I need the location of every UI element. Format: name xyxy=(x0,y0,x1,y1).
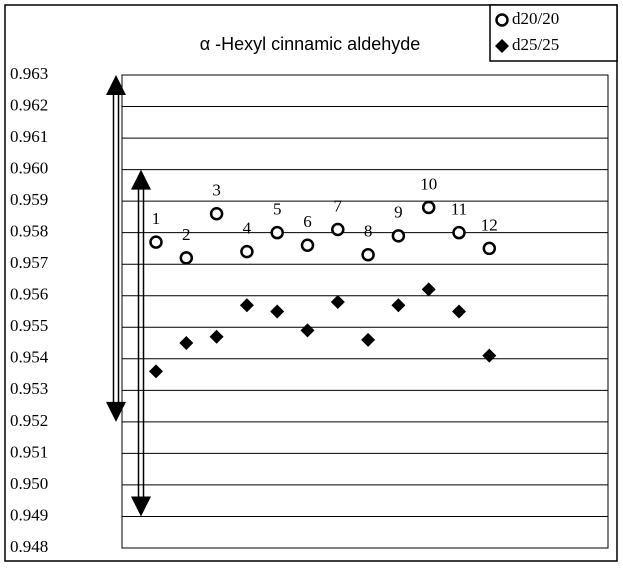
point xyxy=(361,247,375,262)
point xyxy=(421,200,436,215)
point xyxy=(179,336,194,351)
point-label: 11 xyxy=(451,200,467,219)
y-tick-label: 0.953 xyxy=(10,379,48,398)
point-label: 7 xyxy=(334,196,343,215)
point-label: 1 xyxy=(152,209,161,228)
point xyxy=(331,222,345,237)
y-tick-label: 0.956 xyxy=(10,285,48,304)
y-tick-label: 0.957 xyxy=(10,253,49,272)
point xyxy=(270,304,285,319)
range-arrow xyxy=(131,169,151,517)
point xyxy=(452,225,466,240)
y-tick-label: 0.955 xyxy=(10,316,48,335)
point xyxy=(300,323,315,338)
y-tick-label: 0.962 xyxy=(10,95,48,114)
point xyxy=(179,251,194,265)
point xyxy=(300,238,315,253)
point xyxy=(421,282,436,297)
point-label: 8 xyxy=(364,222,373,241)
y-tick-label: 0.948 xyxy=(10,537,48,556)
point xyxy=(452,304,466,319)
point xyxy=(361,332,376,347)
y-tick-label: 0.949 xyxy=(10,505,48,524)
y-tick-label: 0.959 xyxy=(10,190,48,209)
point xyxy=(240,244,254,259)
point xyxy=(270,225,284,240)
point-label: 5 xyxy=(273,200,282,219)
y-tick-label: 0.961 xyxy=(10,127,48,146)
y-tick-label: 0.958 xyxy=(10,222,48,241)
point xyxy=(482,241,497,256)
chart-frame xyxy=(4,4,618,562)
legend-box xyxy=(489,4,618,62)
point xyxy=(330,295,345,310)
legend-label: d25/25 xyxy=(512,35,559,54)
point-label: 3 xyxy=(212,181,221,200)
point-label: 6 xyxy=(303,212,312,231)
point xyxy=(209,206,224,221)
point xyxy=(391,298,406,313)
y-tick-label: 0.960 xyxy=(10,159,48,178)
point xyxy=(239,298,254,313)
point xyxy=(391,229,406,243)
range-arrow xyxy=(106,75,126,422)
y-tick-label: 0.963 xyxy=(10,64,48,83)
point-label: 12 xyxy=(481,215,498,234)
point-label: 4 xyxy=(243,218,252,237)
point-label: 10 xyxy=(420,174,437,193)
legend-label: d20/20 xyxy=(512,9,559,28)
chart-title: α -Hexyl cinnamic aldehyde xyxy=(200,34,421,54)
point-label: 9 xyxy=(394,203,403,222)
legend-marker xyxy=(495,13,509,27)
point xyxy=(209,329,224,344)
y-tick-label: 0.954 xyxy=(10,348,49,367)
y-tick-label: 0.952 xyxy=(10,411,48,430)
y-tick-label: 0.950 xyxy=(10,474,48,493)
point-label: 2 xyxy=(182,225,191,244)
y-tick-label: 0.951 xyxy=(10,442,48,461)
point xyxy=(149,235,163,249)
point xyxy=(149,364,163,379)
point xyxy=(482,348,497,363)
legend-marker xyxy=(495,39,509,53)
